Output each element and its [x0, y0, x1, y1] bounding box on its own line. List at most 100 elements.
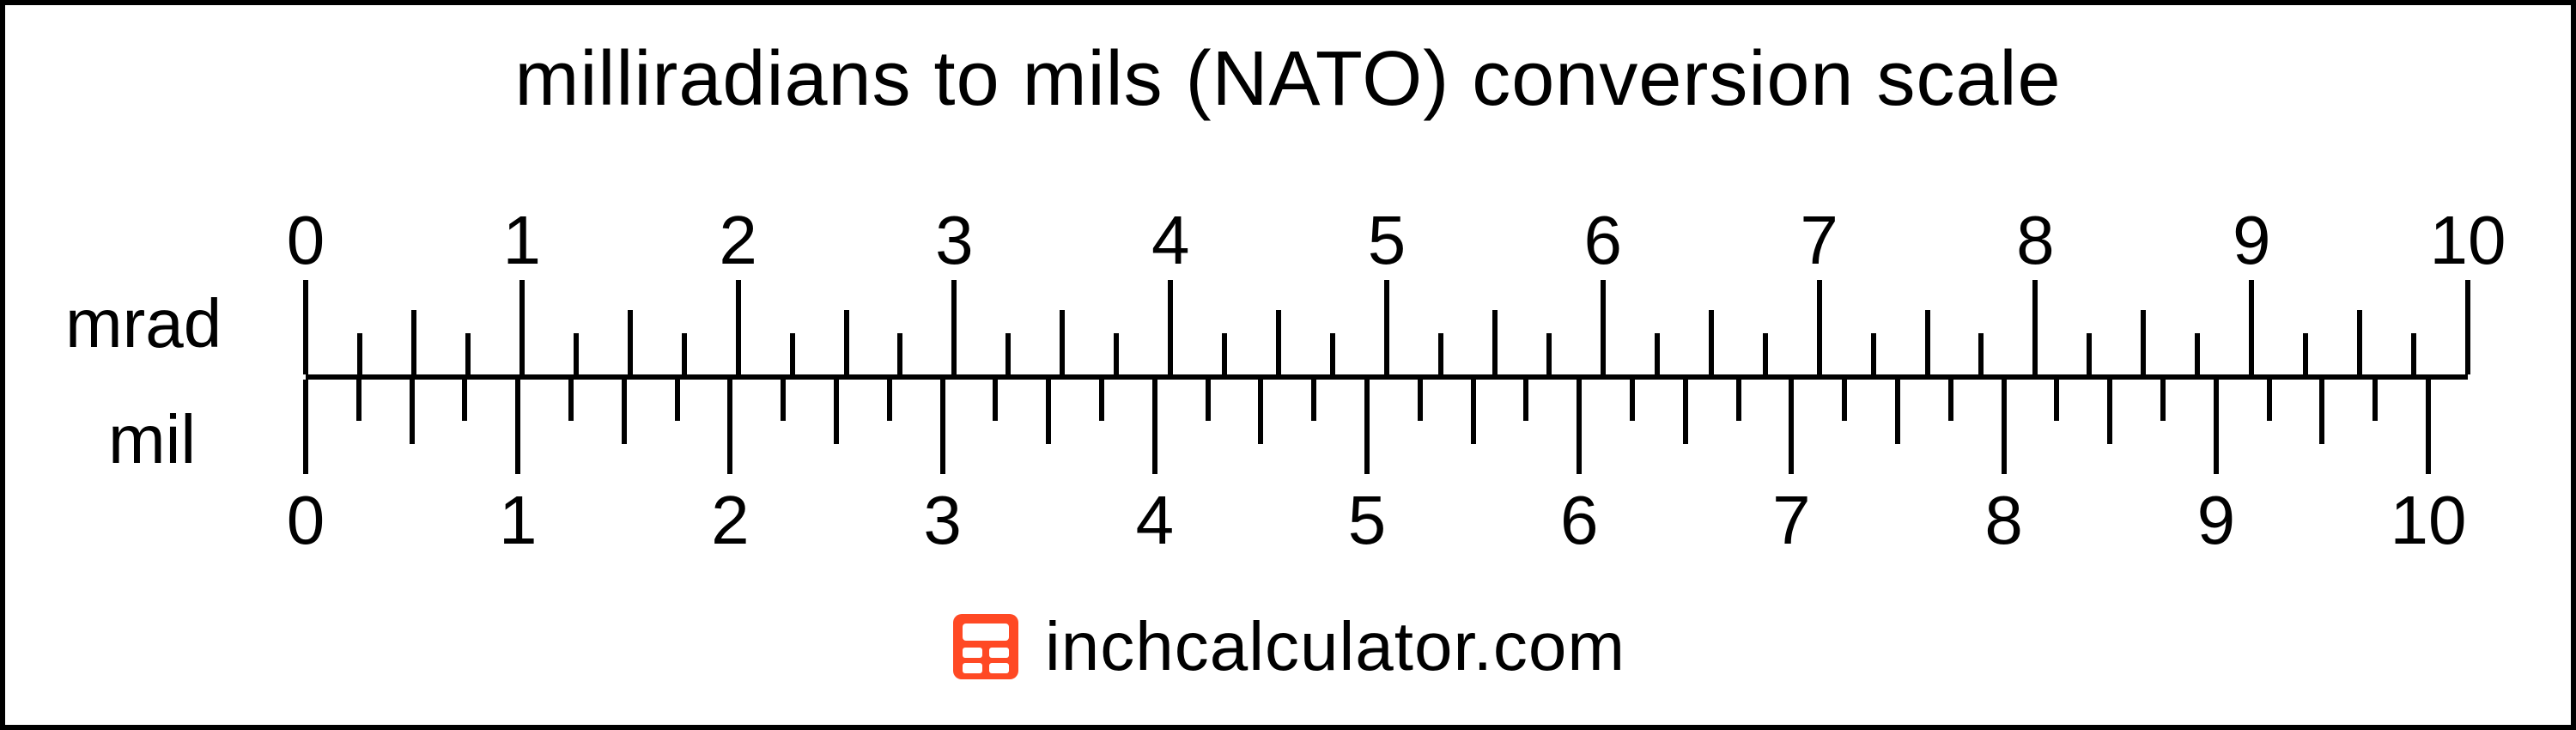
bottom-major-tick [1577, 380, 1582, 474]
bottom-medium-tick [1683, 380, 1688, 444]
bottom-major-tick [515, 380, 520, 474]
bottom-unit-label: mil [108, 400, 196, 479]
top-minor-tick [790, 333, 795, 374]
bottom-medium-tick [1258, 380, 1263, 444]
bottom-minor-tick [781, 380, 786, 421]
bottom-minor-tick [2267, 380, 2272, 421]
top-major-tick [1601, 280, 1606, 374]
top-tick-label: 6 [1584, 201, 1623, 280]
bottom-tick-label: 3 [923, 481, 962, 560]
bottom-tick-label: 7 [1772, 481, 1811, 560]
top-medium-tick [1492, 310, 1498, 374]
top-tick-label: 0 [287, 201, 325, 280]
bottom-minor-tick [1311, 380, 1316, 421]
bottom-minor-tick [1418, 380, 1423, 421]
scale-area: 012345678910012345678910 [306, 186, 2468, 581]
bottom-tick-label: 1 [499, 481, 538, 560]
top-minor-tick [1871, 333, 1876, 374]
top-minor-tick [2087, 333, 2092, 374]
bottom-major-tick [1789, 380, 1794, 474]
top-minor-tick [574, 333, 579, 374]
top-major-tick [1384, 280, 1389, 374]
bottom-tick-label: 0 [287, 481, 325, 560]
scale-title: milliradians to mils (NATO) conversion s… [5, 5, 2571, 124]
top-major-tick [951, 280, 957, 374]
top-medium-tick [1276, 310, 1281, 374]
top-medium-tick [2357, 310, 2362, 374]
bottom-medium-tick [622, 380, 627, 444]
bottom-minor-tick [993, 380, 998, 421]
top-minor-tick [2303, 333, 2308, 374]
bottom-minor-tick [887, 380, 892, 421]
top-minor-tick [1655, 333, 1660, 374]
calculator-icon [951, 611, 1021, 682]
bottom-tick-label: 4 [1136, 481, 1175, 560]
bottom-major-tick [1364, 380, 1370, 474]
top-minor-tick [897, 333, 902, 374]
bottom-major-tick [940, 380, 945, 474]
bottom-minor-tick [2160, 380, 2166, 421]
bottom-minor-tick [675, 380, 680, 421]
top-minor-tick [682, 333, 687, 374]
top-minor-tick [2411, 333, 2416, 374]
footer-inner: inchcalculator.com [951, 607, 1625, 686]
top-medium-tick [1060, 310, 1065, 374]
top-tick-label: 8 [2016, 201, 2055, 280]
bottom-medium-tick [1046, 380, 1051, 444]
top-minor-tick [465, 333, 471, 374]
top-major-tick [1817, 280, 1822, 374]
footer-text: inchcalculator.com [1045, 607, 1625, 686]
top-major-tick [519, 280, 525, 374]
top-unit-label: mrad [65, 284, 222, 363]
top-minor-tick [1114, 333, 1119, 374]
bottom-major-tick [2002, 380, 2007, 474]
bottom-tick-label: 6 [1560, 481, 1599, 560]
bottom-minor-tick [1099, 380, 1104, 421]
bottom-minor-tick [1948, 380, 1953, 421]
bottom-minor-tick [2372, 380, 2378, 421]
bottom-minor-tick [2054, 380, 2059, 421]
top-minor-tick [1222, 333, 1227, 374]
bottom-tick-label: 8 [1984, 481, 2023, 560]
footer: inchcalculator.com [5, 607, 2571, 686]
bottom-tick-label: 2 [711, 481, 750, 560]
top-tick-label: 2 [719, 201, 757, 280]
bottom-minor-tick [568, 380, 574, 421]
top-tick-label: 7 [1800, 201, 1838, 280]
top-tick-label: 1 [503, 201, 542, 280]
top-minor-tick [1005, 333, 1011, 374]
bottom-minor-tick [1523, 380, 1528, 421]
bottom-major-tick [2426, 380, 2431, 474]
top-major-tick [303, 280, 308, 374]
top-minor-tick [1978, 333, 1984, 374]
bottom-medium-tick [2319, 380, 2324, 444]
top-major-tick [2249, 280, 2254, 374]
bottom-minor-tick [1630, 380, 1635, 421]
top-major-tick [1168, 280, 1173, 374]
bottom-medium-tick [410, 380, 415, 444]
top-tick-label: 3 [935, 201, 974, 280]
bottom-minor-tick [356, 380, 361, 421]
bottom-tick-label: 5 [1348, 481, 1387, 560]
conversion-scale-container: milliradians to mils (NATO) conversion s… [0, 0, 2576, 730]
top-major-tick [2032, 280, 2038, 374]
top-major-tick [736, 280, 741, 374]
bottom-major-tick [1152, 380, 1157, 474]
bottom-tick-label: 9 [2197, 481, 2236, 560]
top-tick-label: 9 [2233, 201, 2271, 280]
top-minor-tick [1438, 333, 1443, 374]
top-minor-tick [1763, 333, 1768, 374]
top-tick-label: 10 [2430, 201, 2506, 280]
bottom-minor-tick [462, 380, 467, 421]
top-medium-tick [844, 310, 849, 374]
bottom-medium-tick [834, 380, 839, 444]
bottom-minor-tick [1206, 380, 1211, 421]
top-tick-label: 4 [1151, 201, 1190, 280]
top-medium-tick [2141, 310, 2146, 374]
bottom-minor-tick [1842, 380, 1847, 421]
bottom-major-tick [2214, 380, 2219, 474]
top-minor-tick [357, 333, 362, 374]
bottom-major-tick [727, 380, 732, 474]
bottom-medium-tick [2107, 380, 2112, 444]
ruler-area: mrad mil 012345678910012345678910 [5, 186, 2571, 581]
